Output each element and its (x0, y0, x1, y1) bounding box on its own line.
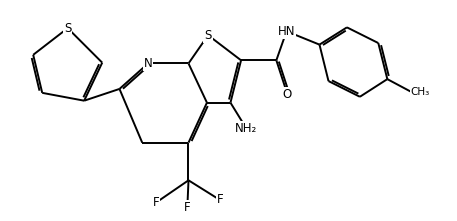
Text: F: F (217, 193, 223, 206)
Text: CH₃: CH₃ (411, 87, 430, 97)
Text: HN: HN (278, 25, 295, 38)
Text: NH₂: NH₂ (235, 122, 257, 135)
Text: S: S (204, 29, 212, 42)
Text: S: S (64, 22, 71, 35)
Text: F: F (153, 196, 159, 209)
Text: O: O (283, 88, 292, 101)
Text: N: N (144, 57, 153, 70)
Text: F: F (184, 201, 191, 214)
